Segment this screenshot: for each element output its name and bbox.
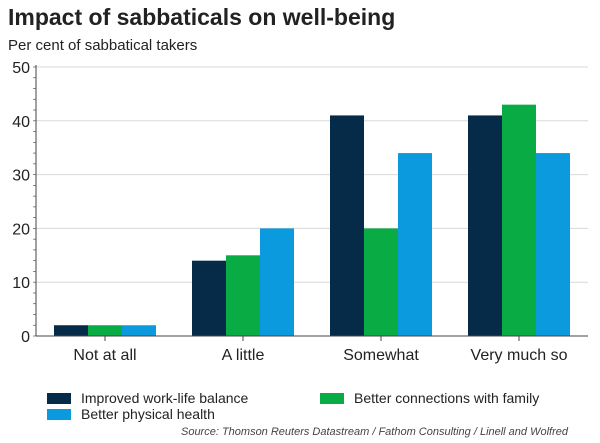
x-tick-label: A little — [222, 347, 265, 364]
legend-swatch — [47, 392, 71, 404]
bar — [468, 115, 502, 336]
legend-swatch — [47, 408, 71, 420]
x-tick-label: Very much so — [471, 347, 568, 364]
y-tick-label: 10 — [12, 275, 30, 292]
legend-item-family: Better connections with family — [320, 390, 539, 406]
bar — [226, 255, 260, 336]
y-tick-label: 40 — [12, 114, 30, 131]
x-tick-label: Somewhat — [343, 347, 419, 364]
bar — [364, 228, 398, 336]
legend-label: Better physical health — [81, 406, 215, 422]
source-note: Source: Thomson Reuters Datastream / Fat… — [180, 426, 568, 438]
y-tick-label: 0 — [21, 329, 30, 346]
chart-title: Impact of sabbaticals on well-being — [8, 4, 396, 30]
bar — [192, 260, 226, 336]
legend-swatch — [320, 392, 344, 404]
x-tick-label: Not at all — [73, 347, 136, 364]
bar — [54, 325, 88, 336]
y-tick-label: 20 — [12, 221, 30, 238]
y-axis-label: Per cent of sabbatical takers — [8, 37, 198, 54]
legend-label: Better connections with family — [354, 390, 540, 406]
bar — [330, 115, 364, 336]
bar — [536, 153, 570, 336]
bar — [502, 104, 536, 336]
legend-item-work-life: Improved work-life balance — [47, 390, 248, 406]
bar — [122, 325, 156, 336]
y-tick-label: 50 — [12, 60, 30, 77]
bar — [88, 325, 122, 336]
y-tick-label: 30 — [12, 168, 30, 185]
legend-label: Improved work-life balance — [81, 390, 249, 406]
bar — [398, 153, 432, 336]
bar — [260, 228, 294, 336]
legend-item-health: Better physical health — [47, 406, 215, 422]
